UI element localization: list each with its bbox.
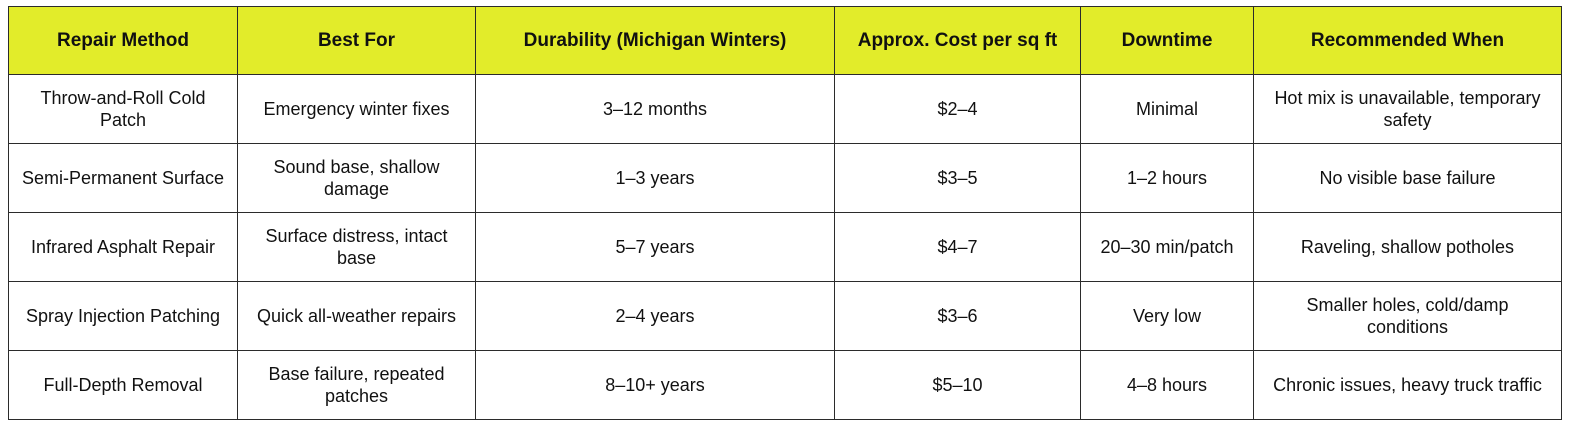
header-cell: Durability (Michigan Winters) [475, 6, 835, 75]
repair-table: Repair Method Best For Durability (Michiga… [8, 6, 1562, 420]
table-cell: Spray Injection Patching [8, 281, 238, 351]
table-body: Throw-and-Roll Cold Patch Emergency winte… [8, 74, 1562, 420]
table-cell: 3–12 months [475, 74, 835, 144]
table-cell: Infrared Asphalt Repair [8, 212, 238, 282]
table-cell: 20–30 min/patch [1080, 212, 1254, 282]
table-cell: Hot mix is unavailable, temporary safety [1253, 74, 1562, 144]
table-header: Repair Method Best For Durability (Michiga… [8, 6, 1562, 75]
table-row: Throw-and-Roll Cold Patch Emergency winte… [8, 74, 1562, 144]
table-cell: Semi-Permanent Surface [8, 143, 238, 213]
table-cell: Full-Depth Removal [8, 350, 238, 420]
table-cell: Chronic issues, heavy truck traffic [1253, 350, 1562, 420]
table-cell: $3–5 [834, 143, 1081, 213]
table-cell: $4–7 [834, 212, 1081, 282]
table-cell: Sound base, shallow damage [237, 143, 476, 213]
header-cell: Recommended When [1253, 6, 1562, 75]
header-cell: Approx. Cost per sq ft [834, 6, 1081, 75]
table-cell: Emergency winter fixes [237, 74, 476, 144]
table-cell: Minimal [1080, 74, 1254, 144]
table-cell: 8–10+ years [475, 350, 835, 420]
table-cell: Surface distress, intact base [237, 212, 476, 282]
table-cell: Smaller holes, cold/damp conditions [1253, 281, 1562, 351]
table-cell: $3–6 [834, 281, 1081, 351]
table-row: Infrared Asphalt Repair Surface distress,… [8, 212, 1562, 282]
header-row: Repair Method Best For Durability (Michiga… [8, 6, 1562, 75]
table-cell: Throw-and-Roll Cold Patch [8, 74, 238, 144]
table-cell: No visible base failure [1253, 143, 1562, 213]
table-cell: 4–8 hours [1080, 350, 1254, 420]
table-cell: $2–4 [834, 74, 1081, 144]
header-cell: Best For [237, 6, 476, 75]
table-cell: Quick all-weather repairs [237, 281, 476, 351]
table-row: Semi-Permanent Surface Sound base, shallo… [8, 143, 1562, 213]
table-cell: $5–10 [834, 350, 1081, 420]
table-cell: 1–2 hours [1080, 143, 1254, 213]
table-row: Full-Depth Removal Base failure, repeated… [8, 350, 1562, 420]
table-cell: 2–4 years [475, 281, 835, 351]
table-cell: Raveling, shallow potholes [1253, 212, 1562, 282]
table-cell: Base failure, repeated patches [237, 350, 476, 420]
table-cell: 5–7 years [475, 212, 835, 282]
table-cell: 1–3 years [475, 143, 835, 213]
header-cell: Downtime [1080, 6, 1254, 75]
header-cell: Repair Method [8, 6, 238, 75]
table-cell: Very low [1080, 281, 1254, 351]
table-row: Spray Injection Patching Quick all-weathe… [8, 281, 1562, 351]
